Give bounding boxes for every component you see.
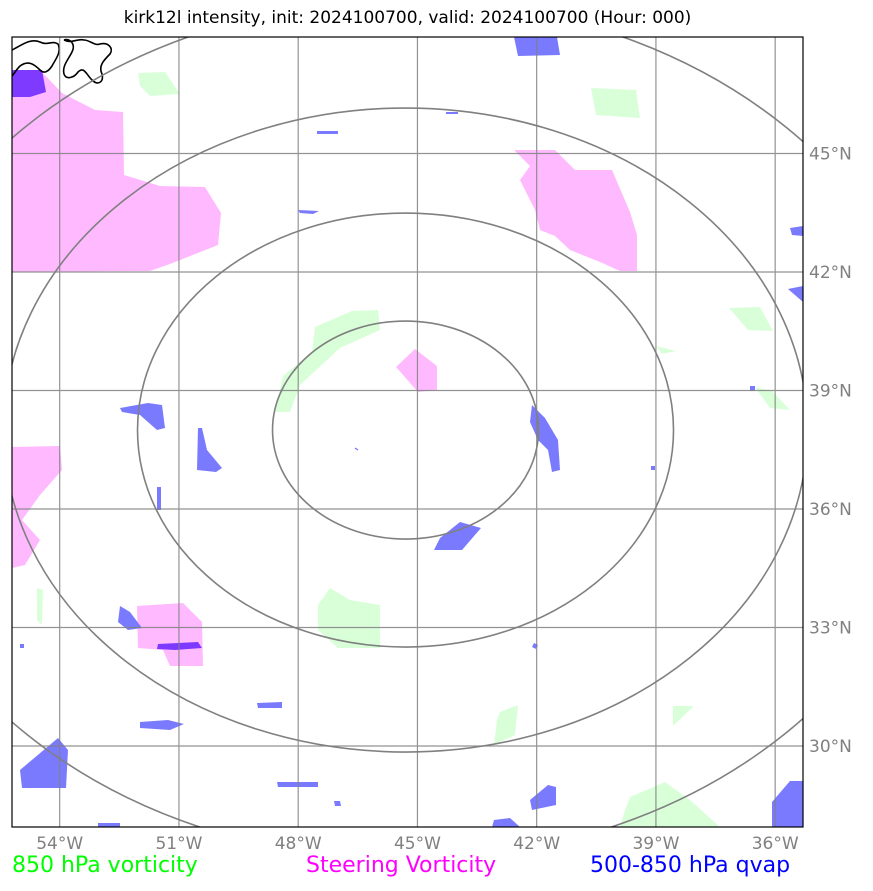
plot-frame xyxy=(11,36,804,828)
steering-region xyxy=(12,446,62,568)
distance-ring xyxy=(136,212,675,648)
coastline xyxy=(12,38,113,84)
vort850-region xyxy=(275,310,380,412)
qvap-region xyxy=(197,428,222,472)
qvap-region xyxy=(157,487,161,510)
qvap-region xyxy=(772,781,803,827)
distance-rings xyxy=(12,37,803,827)
vort850-region xyxy=(673,706,694,726)
lon-tick-label: 45°W xyxy=(394,834,441,854)
lon-tick-label: 54°W xyxy=(36,834,83,854)
vort850-layer xyxy=(37,72,790,827)
lat-tick-label: 33°N xyxy=(809,619,852,639)
steering-layer xyxy=(12,70,637,666)
lon-tick-labels: 54°W 51°W 48°W 45°W 42°W 39°W 36°W xyxy=(36,834,799,854)
qvap-region xyxy=(98,823,120,827)
qvap-region xyxy=(118,606,142,630)
qvap-region xyxy=(750,386,755,391)
lon-tick-label: 42°W xyxy=(513,834,560,854)
vort850-region xyxy=(494,705,518,745)
vort850-region xyxy=(656,346,676,354)
distance-ring xyxy=(271,320,540,540)
map-title: kirk12l intensity, init: 2024100700, val… xyxy=(123,8,692,28)
vort850-region xyxy=(138,72,180,96)
legend-850-vorticity: 850 hPa vorticity xyxy=(12,853,198,878)
steering-region xyxy=(12,70,221,272)
legend-steering-vorticity: Steering Vorticity xyxy=(306,853,497,878)
qvap-region xyxy=(790,226,803,236)
vort850-region xyxy=(591,88,640,118)
lon-tick-label: 39°W xyxy=(632,834,679,854)
distance-ring xyxy=(12,37,803,827)
qvap-region xyxy=(12,70,46,97)
qvap-region xyxy=(434,522,481,550)
steering-region xyxy=(137,603,203,666)
qvap-region xyxy=(20,738,68,788)
distance-ring xyxy=(12,107,803,753)
qvap-region xyxy=(530,405,560,472)
qvap-region xyxy=(140,720,184,730)
vort850-region xyxy=(729,307,773,331)
qvap-region xyxy=(257,702,282,708)
lat-tick-label: 42°N xyxy=(809,263,852,283)
vort850-region xyxy=(318,588,380,648)
qvap-region xyxy=(317,131,338,134)
steering-region xyxy=(396,349,437,392)
lat-tick-label: 30°N xyxy=(809,737,852,757)
qvap-region xyxy=(788,286,803,302)
qvap-region xyxy=(120,403,165,430)
qvap-region xyxy=(446,112,458,114)
qvap-region xyxy=(298,210,319,214)
lat-tick-label: 39°N xyxy=(809,382,852,402)
steering-region xyxy=(514,150,637,271)
vort850-region xyxy=(755,387,790,410)
qvap-region xyxy=(651,466,655,470)
lon-tick-label: 51°W xyxy=(155,834,202,854)
qvap-region xyxy=(20,644,24,648)
vort850-region xyxy=(37,588,43,625)
storm-center-marker xyxy=(354,447,359,451)
qvap-region xyxy=(277,782,318,787)
qvap-region xyxy=(492,818,520,827)
lon-tick-label: 36°W xyxy=(752,834,799,854)
lat-tick-labels: 45°N 42°N 39°N 36°N 33°N 30°N xyxy=(809,145,852,758)
lat-tick-label: 45°N xyxy=(809,145,852,165)
qvap-region xyxy=(530,785,556,810)
gridlines xyxy=(12,37,803,827)
legend-qvap: 500-850 hPa qvap xyxy=(590,853,791,878)
qvap-region xyxy=(334,801,341,806)
lon-tick-label: 48°W xyxy=(275,834,322,854)
lat-tick-label: 36°N xyxy=(809,500,852,520)
